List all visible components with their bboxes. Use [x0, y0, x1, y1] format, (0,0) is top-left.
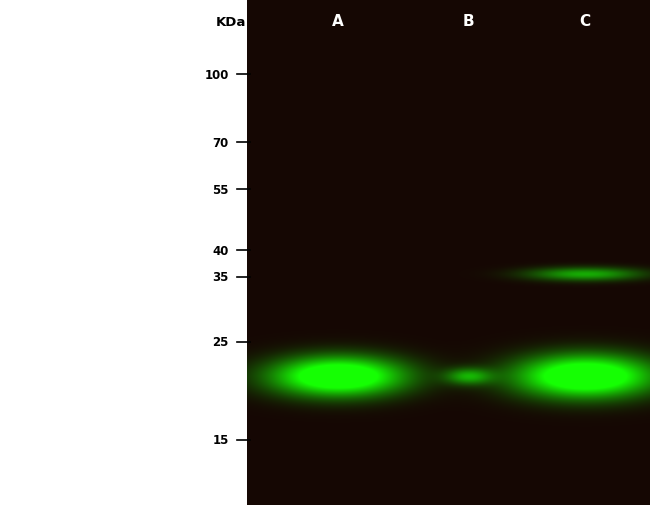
Text: 25: 25 — [213, 335, 229, 348]
Text: 70: 70 — [213, 136, 229, 149]
Text: 55: 55 — [213, 183, 229, 196]
Text: C: C — [579, 14, 591, 29]
Text: 15: 15 — [213, 433, 229, 446]
Text: B: B — [462, 14, 474, 29]
Text: 100: 100 — [204, 69, 229, 81]
Text: 40: 40 — [213, 244, 229, 258]
Text: KDa: KDa — [216, 16, 246, 29]
Text: 35: 35 — [213, 271, 229, 283]
Text: A: A — [332, 14, 344, 29]
